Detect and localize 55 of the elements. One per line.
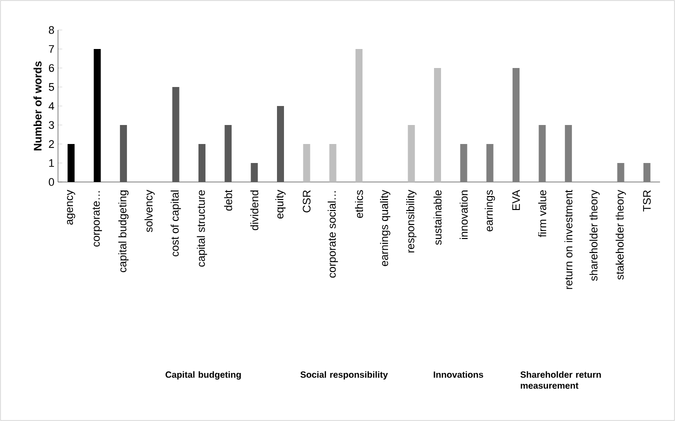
bar (564, 125, 572, 182)
x-tick-label: innovation (460, 190, 468, 239)
bar (276, 106, 284, 182)
bar (120, 125, 127, 182)
x-tick-label: dividend (250, 190, 258, 230)
text: Social responsibility (300, 371, 388, 380)
x-tick-label: ethics (354, 190, 364, 218)
x-tick-label: equity (275, 190, 286, 219)
x-tick-label: firm value (538, 190, 546, 238)
bar (303, 144, 310, 182)
bar (408, 125, 415, 182)
y-tick-label: 5 (48, 83, 54, 91)
x-tick-label: earnings (484, 190, 495, 232)
bar (250, 163, 258, 182)
bar (486, 144, 494, 182)
x-tick-label: earnings quality (380, 190, 390, 266)
text: Capital budgeting (166, 371, 241, 380)
text: Innovations (434, 371, 484, 378)
x-tick-label: TSR (643, 190, 651, 212)
y-tick-label: 0 (48, 178, 54, 186)
x-tick-label: return on investment (564, 190, 572, 289)
y-axis-title: Number of words (34, 61, 42, 150)
y-tick-label: 2 (48, 140, 54, 148)
y-tick-label: 3 (48, 121, 54, 129)
x-tick-label: corporate social… (328, 191, 338, 278)
x-tick-label: solvency (144, 190, 155, 232)
bar (224, 125, 232, 182)
x-tick-label: debt (224, 190, 232, 211)
bar (172, 87, 180, 182)
x-tick-label: stakeholder theory (616, 190, 626, 280)
bar (198, 144, 206, 182)
bar (329, 144, 336, 182)
bar (460, 144, 468, 182)
bar (643, 163, 650, 182)
bar (434, 68, 442, 182)
x-tick-label: cost of capital (170, 190, 181, 256)
x-tick-label: capital structure (196, 190, 208, 267)
y-tick-label: 7 (48, 45, 54, 53)
x-tick-label: agency (67, 190, 76, 225)
bar (617, 163, 624, 182)
bar (356, 49, 363, 182)
y-tick-label: 1 (49, 159, 54, 167)
x-tick-label: corporate… (92, 191, 102, 247)
x-tick-label: responsibility (406, 190, 416, 252)
y-tick-label: 6 (48, 64, 54, 72)
text: Shareholder return measurement (520, 371, 601, 389)
bar (512, 68, 520, 182)
y-tick-label: 8 (48, 26, 54, 34)
x-tick-label: EVA (512, 190, 520, 210)
x-tick-label: CSR (302, 190, 311, 212)
x-tick-label: shareholder theory (589, 190, 600, 281)
x-tick-label: capital budgeting (118, 190, 129, 272)
x-tick-label: sustainable (434, 190, 442, 245)
y-tick-label: 4 (48, 102, 54, 110)
bar (538, 125, 546, 182)
